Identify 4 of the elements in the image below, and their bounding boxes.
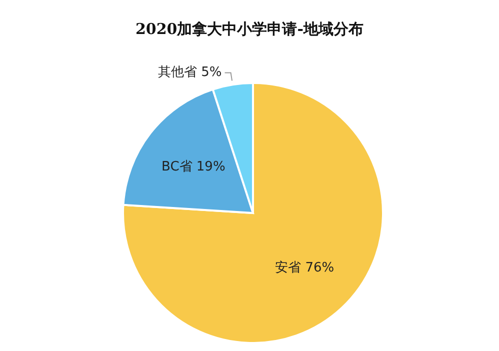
slice-label: BC省 19% — [162, 159, 226, 174]
slice-label: 其他省 5% — [158, 65, 222, 80]
slice-label: 安省 76% — [275, 259, 334, 276]
chart-title: 2020加拿大中小学申请-地域分布 — [134, 20, 364, 39]
